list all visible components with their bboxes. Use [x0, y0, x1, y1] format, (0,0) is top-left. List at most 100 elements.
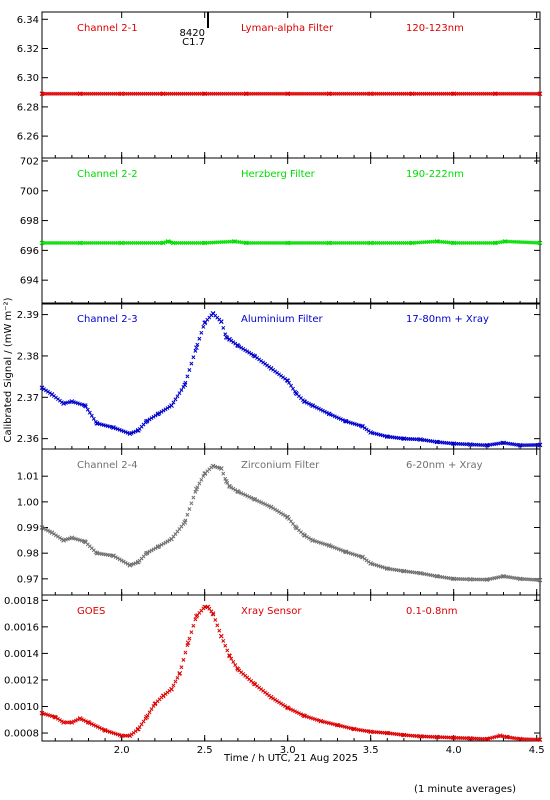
data-point: [265, 503, 270, 508]
y-tick-label: 1.01: [17, 472, 39, 483]
y-tick-label: 0.0016: [4, 622, 39, 633]
x-tick-label: 3.5: [363, 745, 379, 756]
data-point: [269, 695, 274, 700]
y-tick-label: 6.28: [17, 102, 39, 113]
data-point: [191, 623, 196, 628]
data-point: [219, 319, 224, 324]
data-point: [83, 719, 88, 724]
data-point: [219, 466, 224, 471]
data-point: [291, 708, 295, 713]
data-point: [271, 506, 276, 511]
data-point: [171, 683, 176, 688]
y-tick-label: 696: [20, 246, 39, 257]
data-point: [193, 348, 198, 353]
data-point-trail: [40, 604, 542, 742]
data-point: [81, 539, 86, 544]
data-point: [304, 400, 309, 405]
data-point: [293, 709, 297, 714]
data-point: [277, 509, 282, 514]
data-point: [149, 548, 154, 553]
data-point: [259, 500, 264, 505]
data-point: [83, 404, 88, 409]
x-tick-label: 4.5: [529, 745, 545, 756]
data-point: [155, 412, 160, 417]
data-point: [167, 538, 172, 543]
x-tick-label: 2.5: [197, 745, 213, 756]
data-point: [322, 409, 327, 414]
panel-1: 6.26 6.28 6.30 6.32 6.34 Channel 2-1 Lyman-alp…: [17, 11, 543, 159]
data-point: [187, 507, 192, 511]
y-tick-label: 6.34: [17, 15, 39, 26]
data-point: [143, 716, 148, 721]
data-point: [85, 720, 90, 725]
data-point-trail: [40, 311, 542, 448]
data-point: [245, 493, 250, 498]
data-point: [243, 348, 248, 353]
data-point: [42, 526, 46, 531]
data-point: [261, 501, 266, 506]
data-point: [157, 411, 162, 415]
data-point: [191, 495, 196, 500]
panel-wavelength-label: 17-80nm + Xray: [406, 314, 489, 325]
panel-frame: [41, 157, 541, 305]
data-point: [324, 410, 329, 415]
data-point: [289, 707, 293, 712]
data-point: [161, 408, 166, 413]
y-tick-label: 0.98: [17, 549, 39, 560]
panel-channel-label: Channel 2-1: [77, 23, 138, 34]
data-point: [169, 403, 174, 408]
panel-channel-label: Channel 2-2: [77, 169, 138, 180]
data-point: [283, 704, 287, 709]
averaging-footnote: (1 minute averages): [414, 784, 516, 795]
data-point: [141, 719, 146, 724]
panel-3: 2.36 2.37 2.38 2.39 Channel 2-3 Aluminium Fil…: [17, 302, 543, 450]
data-point: [81, 718, 86, 723]
data-point: [159, 542, 164, 547]
data-point: [225, 335, 230, 340]
y-tick-label: 0.0008: [4, 729, 39, 740]
data-point: [233, 663, 238, 668]
data-point: [283, 513, 287, 518]
y-axis-label: Calibrated Signal / (mW m⁻²): [3, 297, 14, 442]
data-point: [233, 487, 238, 492]
data-point-trail: [40, 239, 542, 245]
panel-filter-label: Xray Sensor: [241, 606, 302, 617]
data-point: [277, 700, 282, 705]
data-point: [137, 725, 142, 730]
data-point: [538, 91, 542, 96]
data-point: [320, 408, 325, 413]
data-point: [87, 410, 92, 415]
data-point: [99, 726, 104, 731]
data-point: [161, 541, 166, 546]
data-point: [538, 442, 542, 447]
data-point: [197, 481, 202, 486]
data-point: [255, 498, 260, 503]
data-point: [245, 349, 250, 354]
data-point: [253, 497, 258, 502]
data-point: [89, 722, 94, 726]
data-point: [275, 508, 280, 513]
data-point: [179, 388, 184, 393]
data-point: [157, 544, 162, 548]
data-point: [275, 699, 280, 703]
data-point: [159, 409, 164, 414]
data-point: [195, 342, 200, 347]
data-point: [340, 417, 345, 422]
data-point: [149, 416, 154, 421]
data-point: [231, 659, 236, 664]
data-point: [273, 507, 278, 512]
data-point: [145, 418, 150, 423]
data-point: [175, 394, 180, 399]
data-point: [227, 653, 232, 658]
data-point: [187, 636, 192, 641]
data-point: [153, 413, 158, 418]
data-point: [40, 525, 44, 530]
data-point: [241, 346, 246, 351]
data-point: [169, 687, 174, 692]
data-point-trail: [40, 464, 542, 583]
data-point: [147, 549, 152, 554]
y-tick-label: 6.30: [17, 73, 39, 84]
data-point: [247, 494, 252, 499]
data-point: [308, 537, 313, 542]
panel-5: 0.0008 0.0010 0.0012 0.0014 0.0016 0.0018 GOES…: [4, 594, 543, 743]
